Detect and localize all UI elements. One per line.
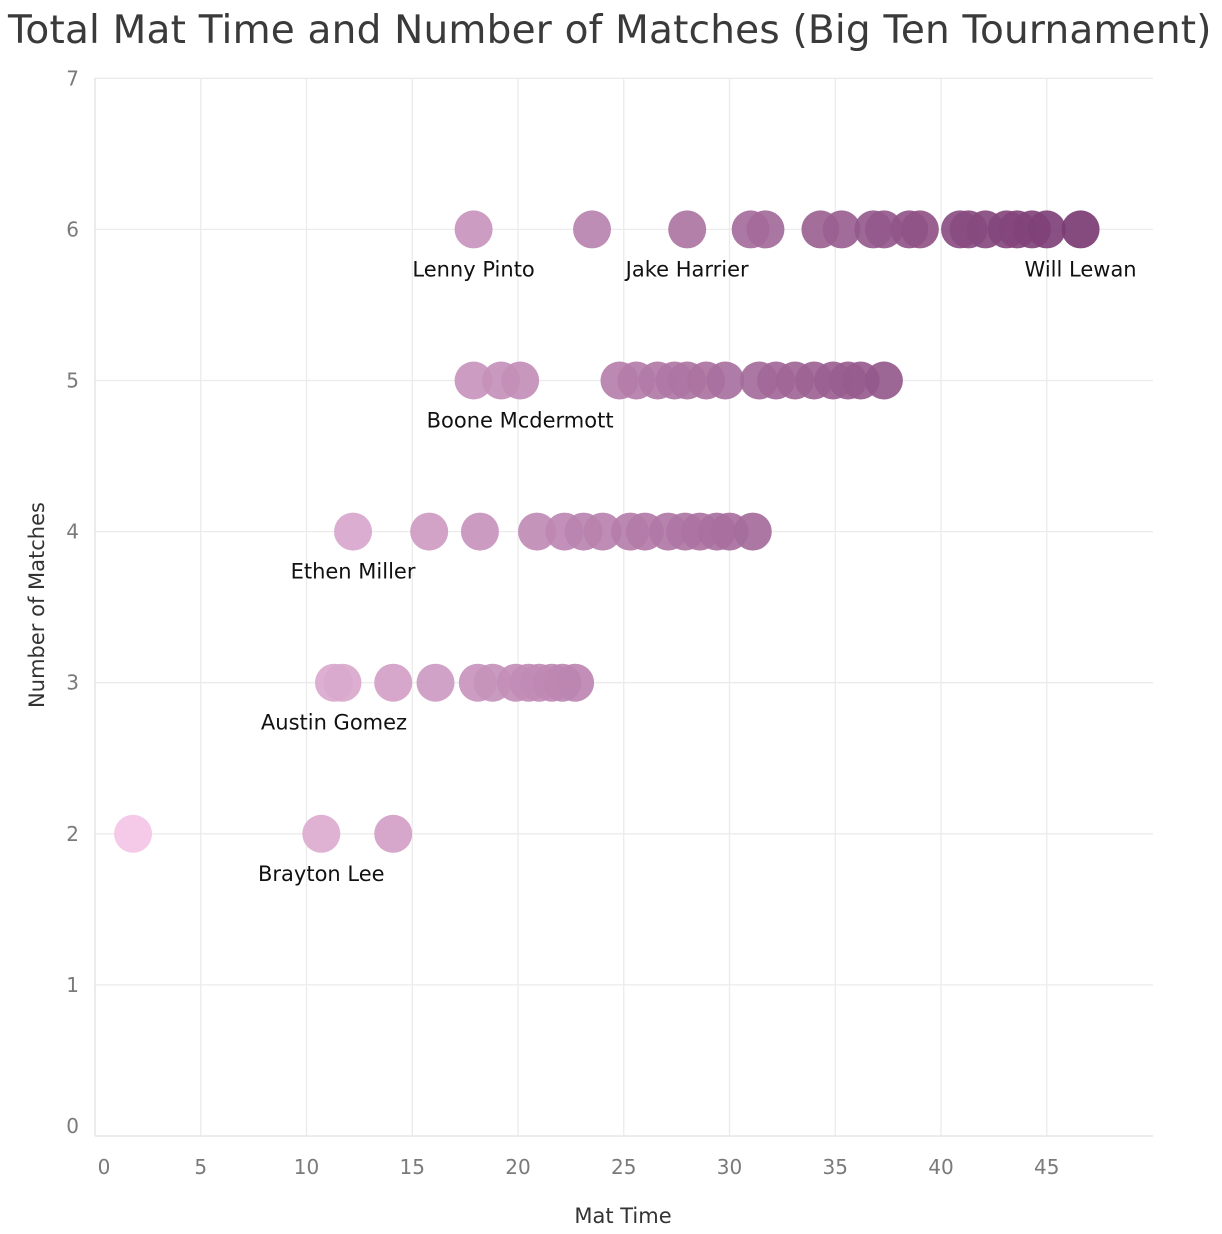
point-label: Ethen Miller [291, 560, 416, 584]
point-label: Austin Gomez [261, 711, 407, 735]
data-points [114, 210, 1100, 853]
y-tick-label: 6 [66, 217, 79, 241]
scatter-point [114, 814, 153, 853]
scatter-point [822, 210, 861, 249]
scatter-point [733, 512, 772, 551]
point-label: Boone Mcdermott [427, 409, 614, 433]
y-tick-label: 4 [66, 520, 79, 544]
chart-title: Total Mat Time and Number of Matches (Bi… [8, 8, 1212, 53]
x-tick-label: 15 [400, 1155, 425, 1179]
scatter-point [1027, 210, 1066, 249]
scatter-point [454, 210, 493, 249]
x-axis-ticks: 0 5 10 15 20 25 30 35 40 45 [98, 1155, 1060, 1179]
point-labels: Lenny Pinto Jake Harrier Will Lewan Boone M… [258, 257, 1137, 885]
scatter-point [454, 361, 493, 400]
scatter-point [501, 361, 540, 400]
scatter-point [416, 663, 455, 702]
y-tick-label: 2 [66, 822, 79, 846]
x-tick-label: 20 [505, 1155, 530, 1179]
x-tick-label: 30 [717, 1155, 742, 1179]
scatter-point [864, 361, 903, 400]
scatter-point [334, 512, 373, 551]
scatter-point [668, 210, 707, 249]
x-tick-label: 5 [194, 1155, 207, 1179]
x-tick-label: 10 [294, 1155, 319, 1179]
y-axis-title: Number of Matches [25, 502, 49, 708]
axes [94, 78, 1153, 1137]
scatter-point [746, 210, 785, 249]
scatter-point [583, 512, 622, 551]
scatter-point [374, 663, 413, 702]
x-tick-label: 25 [611, 1155, 636, 1179]
scatter-point [556, 663, 595, 702]
scatter-point [302, 814, 341, 853]
scatter-point [706, 361, 745, 400]
y-tick-label: 5 [66, 369, 79, 393]
x-axis-title: Mat Time [574, 1204, 671, 1228]
x-tick-label: 40 [928, 1155, 953, 1179]
x-tick-label: 35 [823, 1155, 848, 1179]
x-tick-label: 45 [1034, 1155, 1059, 1179]
scatter-point [410, 512, 449, 551]
y-tick-label: 0 [66, 1114, 79, 1138]
scatter-point [518, 512, 557, 551]
scatter-point [900, 210, 939, 249]
y-tick-label: 3 [66, 671, 79, 695]
point-label: Will Lewan [1025, 257, 1137, 281]
scatter-point [374, 814, 413, 853]
y-axis-ticks: 0 1 2 3 4 5 6 7 [66, 66, 79, 1138]
point-label: Brayton Lee [258, 862, 385, 886]
scatter-point [1061, 210, 1100, 249]
point-label: Lenny Pinto [412, 257, 534, 281]
scatter-point [323, 663, 362, 702]
scatter-point [573, 210, 612, 249]
scatter-point [460, 512, 499, 551]
point-label: Jake Harrier [624, 257, 749, 281]
y-tick-label: 1 [66, 973, 79, 997]
y-tick-label: 7 [66, 66, 79, 90]
x-tick-label: 0 [98, 1155, 111, 1179]
